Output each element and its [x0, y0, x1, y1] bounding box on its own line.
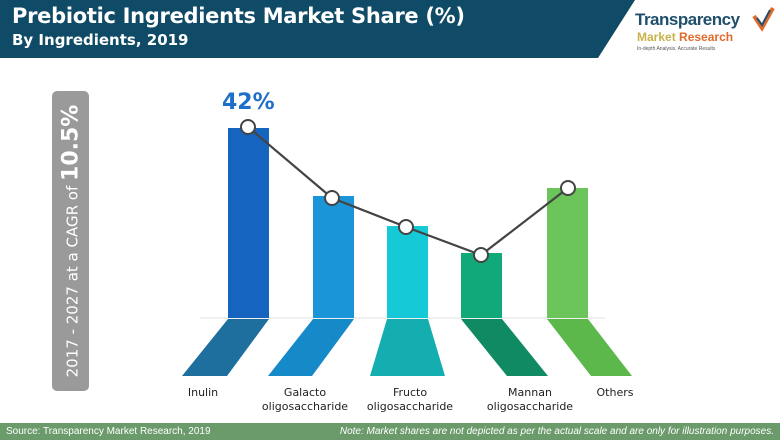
bar-inulin	[228, 128, 269, 318]
marker-mannan	[473, 247, 489, 263]
chart-title: Prebiotic Ingredients Market Share (%)	[12, 4, 465, 28]
category-label-others: Others	[596, 386, 634, 399]
marker-others	[560, 180, 576, 196]
bar-chart	[182, 119, 632, 376]
checkmark-logo-icon	[752, 7, 775, 32]
note-text: Note: Market shares are not depicted as …	[339, 426, 774, 437]
base-fructo	[370, 319, 445, 376]
base-inulin	[182, 319, 269, 376]
logo-tagline: In-depth Analysis. Accurate Results	[637, 46, 716, 52]
header-banner: Prebiotic Ingredients Market Share (%) B…	[0, 0, 780, 58]
marker-inulin	[240, 119, 256, 135]
category-label-inulin: Inulin	[187, 386, 219, 399]
logo-line2: Market Research	[637, 30, 734, 44]
bar-mannan	[461, 253, 502, 318]
source-text: Source: Transparency Market Research, 20…	[6, 426, 211, 437]
bar-others	[547, 188, 588, 318]
cagr-badge: 2017 - 2027 at a CAGR of 10.5%	[52, 91, 89, 391]
logo-line1: Transparency	[635, 10, 740, 29]
category-label-mannan: Mannan oligosaccharide	[486, 386, 574, 413]
marker-fructo	[398, 219, 414, 235]
category-label-fructo: Fructo oligosaccharide	[366, 386, 454, 413]
marker-galacto	[324, 190, 340, 206]
base-others	[547, 319, 632, 376]
bar-fructo	[387, 226, 428, 318]
peak-value-label: 42%	[222, 90, 275, 115]
footer-bar: Source: Transparency Market Research, 20…	[0, 423, 780, 440]
bar-galacto	[313, 196, 354, 318]
company-logo: Transparency Market Research In-depth An…	[632, 6, 777, 56]
header-background	[0, 0, 635, 58]
category-label-galacto: Galacto oligosaccharide	[261, 386, 349, 413]
base-galacto	[268, 319, 354, 376]
base-mannan	[461, 319, 548, 376]
chart-subtitle: By Ingredients, 2019	[12, 31, 189, 49]
